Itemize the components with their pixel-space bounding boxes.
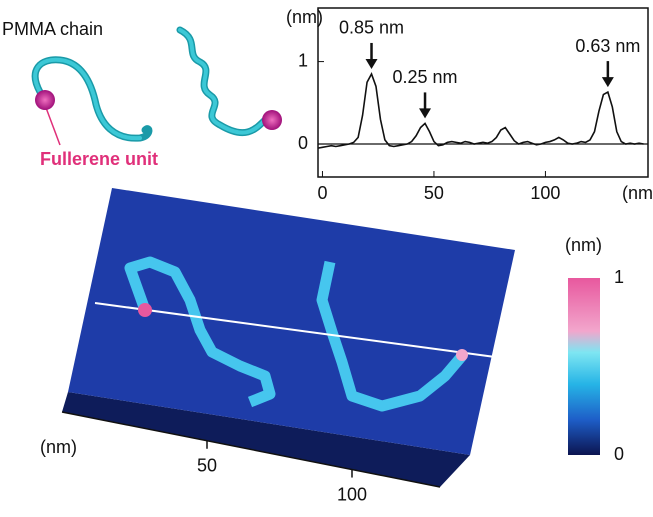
y-tick-label: 0	[298, 133, 308, 153]
fullerene	[262, 110, 282, 130]
afm-fullerene	[138, 303, 152, 317]
annotation-arrowhead	[419, 108, 431, 118]
pointer	[45, 105, 60, 145]
x-axis-label: (nm)	[622, 183, 653, 203]
colorbar	[568, 278, 600, 455]
annotation-label: 0.63 nm	[575, 36, 640, 56]
x-tick-label: 0	[317, 183, 327, 203]
annotation-label: 0.25 nm	[393, 67, 458, 87]
afm-axis-label: (nm)	[40, 437, 77, 457]
y-tick-label: 1	[298, 50, 308, 70]
colorbar-label: (nm)	[565, 235, 602, 255]
fullerene	[35, 90, 55, 110]
afm-tick-label: 50	[197, 456, 217, 476]
afm-tick-label: 100	[337, 484, 367, 504]
colorbar-tick-label: 0	[614, 444, 624, 464]
x-tick-label: 50	[424, 183, 444, 203]
figure: PMMA chain Fullerene unit (nm) (nm) 0 1 0 5…	[0, 0, 653, 512]
colorbar-tick-label: 1	[614, 267, 624, 287]
annotation-arrowhead	[602, 77, 614, 87]
afm-fullerene	[456, 349, 468, 361]
x-tick-label: 100	[530, 183, 560, 203]
chain-tube-highlight	[180, 30, 265, 133]
chain-label: PMMA chain	[2, 19, 103, 39]
y-axis-label: (nm)	[286, 7, 323, 27]
profile-line	[318, 74, 644, 148]
annotation-label: 0.85 nm	[339, 18, 404, 38]
unit-label: Fullerene unit	[40, 149, 158, 169]
annotation-arrowhead	[366, 59, 378, 69]
